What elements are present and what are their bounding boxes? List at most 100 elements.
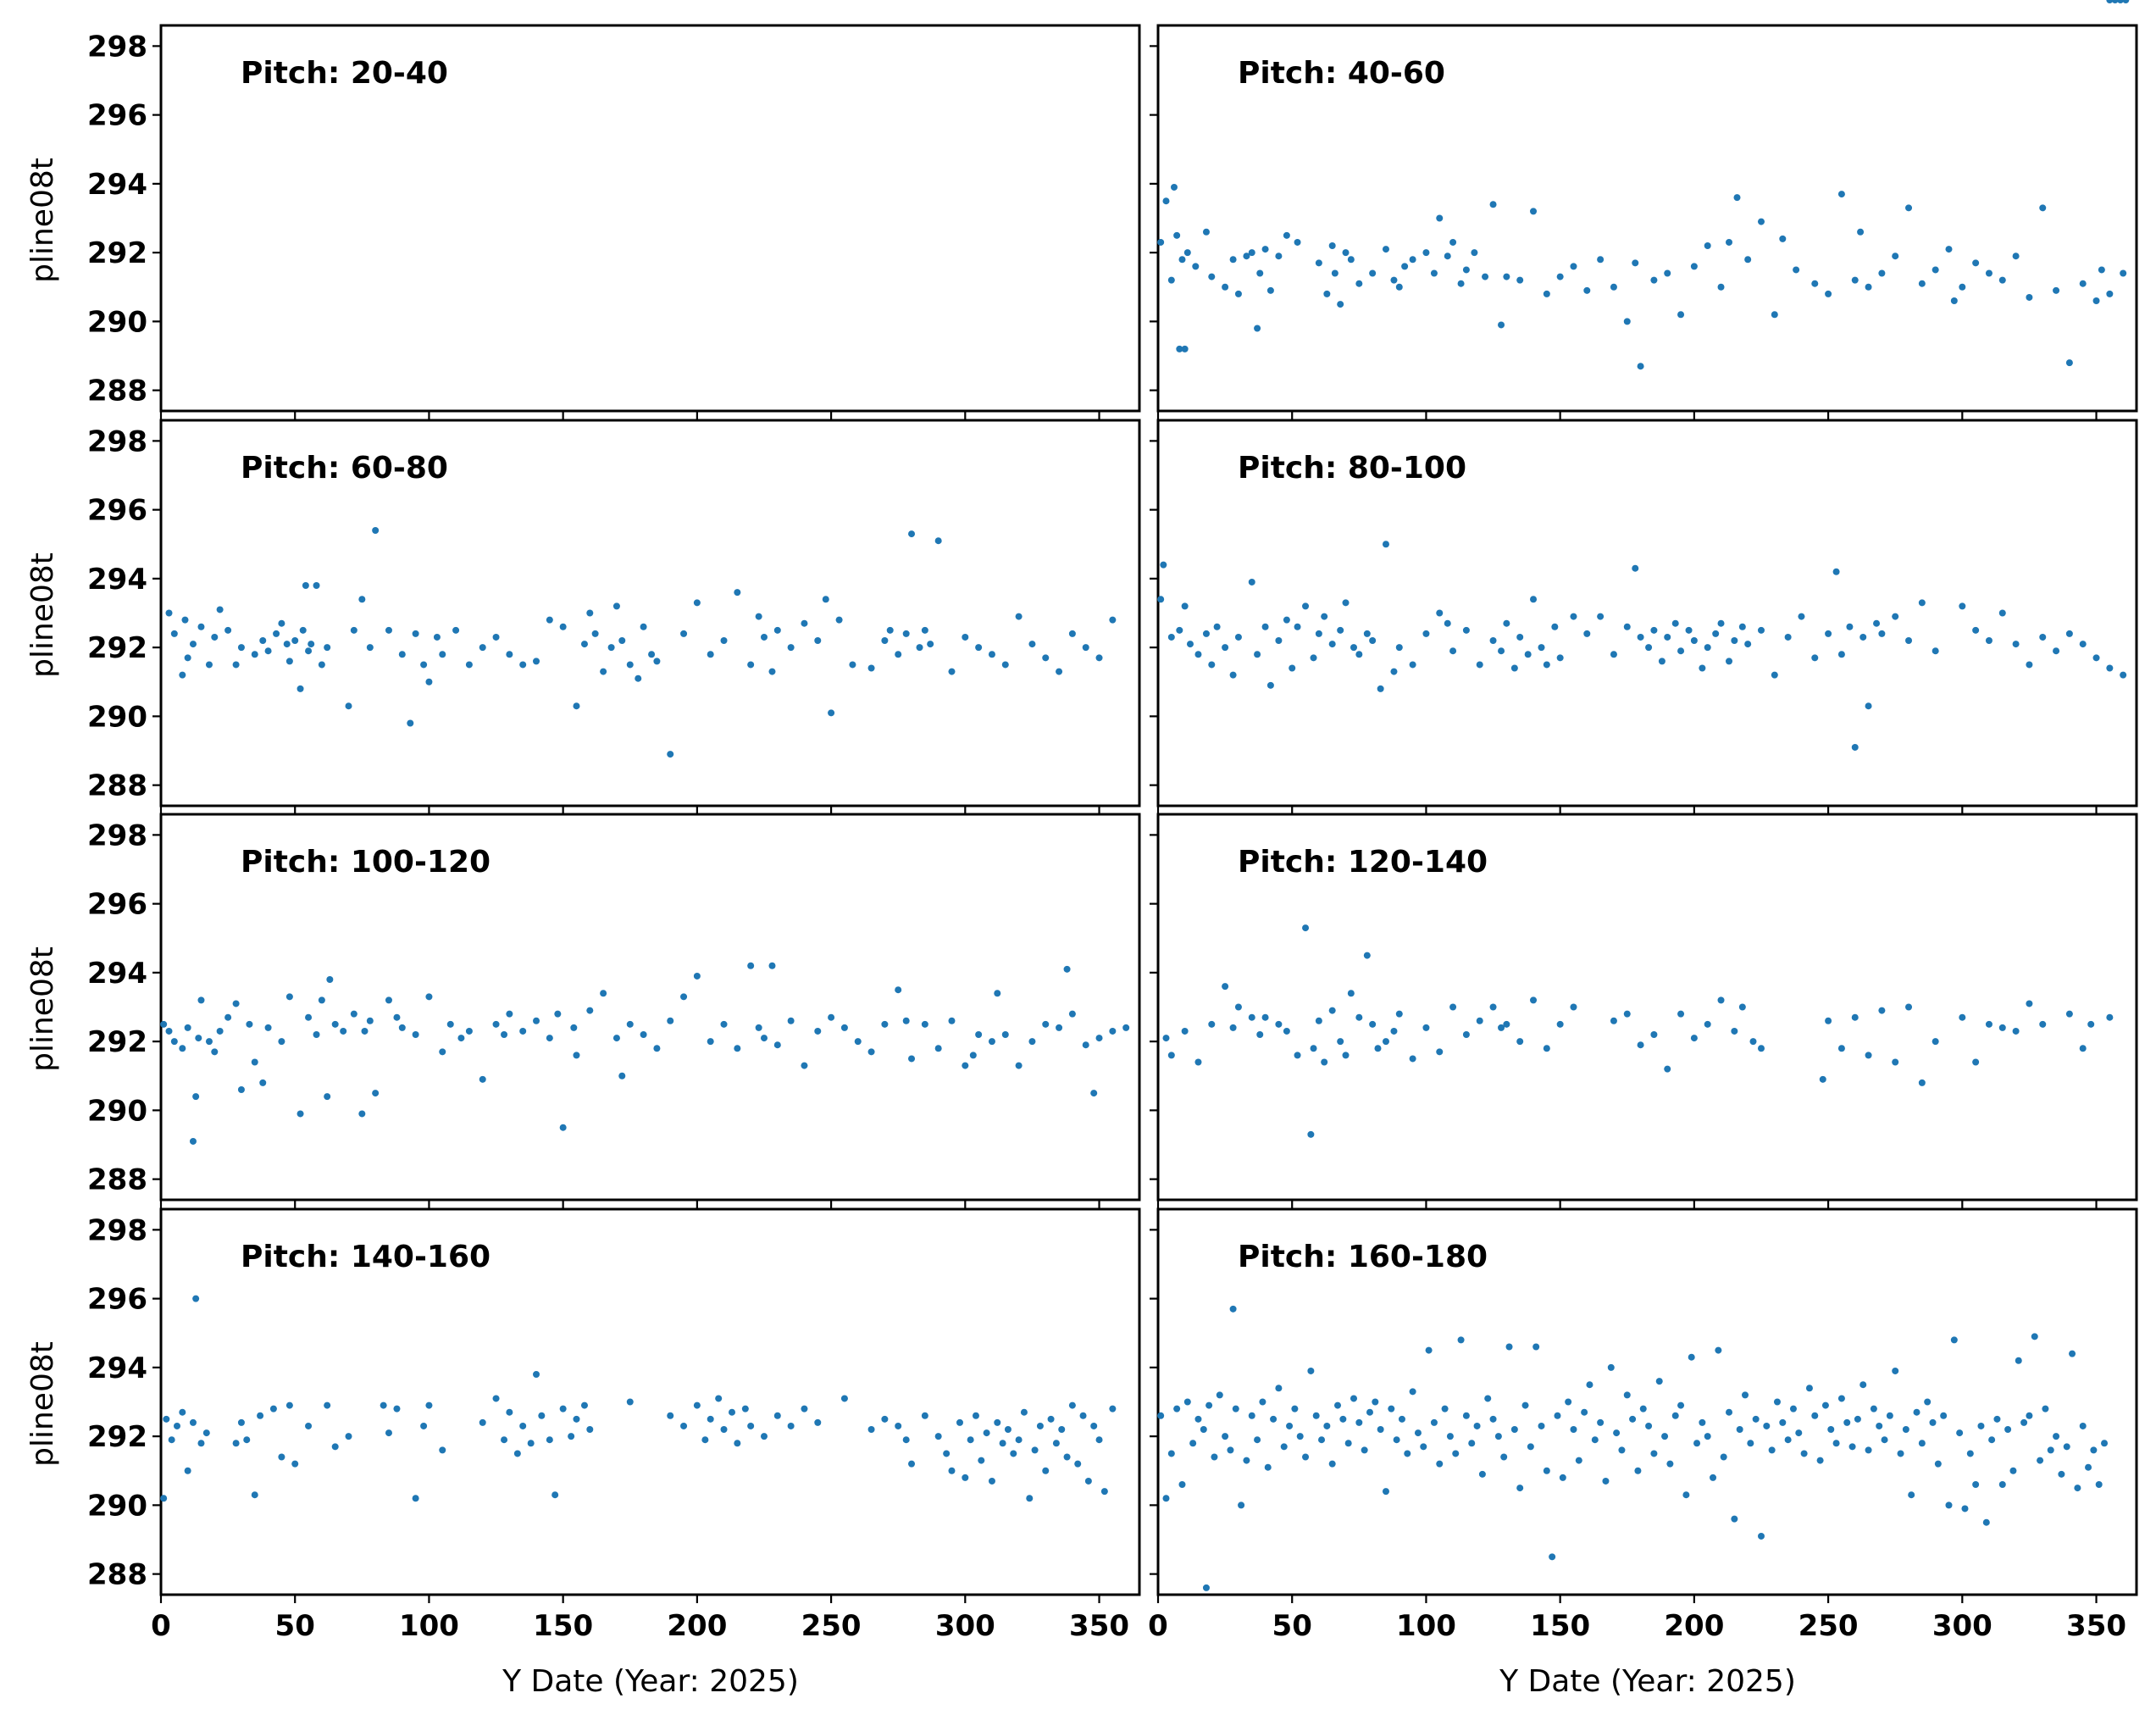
data-point <box>1342 1052 1350 1059</box>
data-point <box>232 661 240 669</box>
data-point <box>2039 204 2047 212</box>
data-point <box>948 1017 956 1024</box>
data-point <box>801 619 808 627</box>
data-point <box>580 1401 588 1409</box>
data-point <box>232 1440 240 1447</box>
data-point <box>1637 633 1644 641</box>
data-point <box>533 1371 540 1378</box>
data-point <box>439 1048 446 1056</box>
data-point <box>1771 311 1778 319</box>
data-point <box>1192 263 1200 270</box>
data-point <box>324 1401 331 1409</box>
panel-frame <box>1156 24 2138 413</box>
data-point <box>1283 1027 1290 1035</box>
data-point <box>1010 1450 1017 1457</box>
data-point <box>600 668 607 675</box>
data-point <box>653 658 661 665</box>
data-point <box>1851 276 1859 284</box>
data-point <box>828 1013 835 1021</box>
data-point <box>1570 1426 1577 1433</box>
data-point <box>1704 1433 1711 1440</box>
data-point <box>741 1405 749 1413</box>
data-point <box>1350 1395 1357 1402</box>
data-point <box>237 644 245 652</box>
x-tick-label: 0 <box>151 1609 171 1643</box>
data-point <box>1312 1412 1320 1419</box>
data-point <box>1189 1440 1197 1447</box>
data-point <box>1058 1426 1066 1433</box>
data-point <box>184 1467 191 1474</box>
data-point <box>1510 1426 1518 1433</box>
data-point <box>1613 1429 1621 1437</box>
data-point <box>2053 647 2060 655</box>
data-point <box>285 1401 293 1409</box>
data-point <box>1945 246 1953 253</box>
data-point <box>1489 1003 1497 1011</box>
data-point <box>1315 630 1322 637</box>
data-point <box>1932 1038 1939 1046</box>
data-point <box>720 1426 728 1433</box>
data-point <box>1176 345 1183 352</box>
data-point <box>546 1035 553 1042</box>
data-point <box>1176 626 1183 634</box>
panel-frame <box>1156 1207 2138 1596</box>
y-tick-label: 298 <box>87 425 147 458</box>
data-point <box>747 1422 755 1429</box>
data-point <box>465 1027 473 1035</box>
data-point <box>1784 633 1792 641</box>
data-point <box>1310 1045 1317 1052</box>
data-point <box>1985 1020 1992 1028</box>
data-point <box>1430 1418 1438 1426</box>
data-point <box>302 582 309 589</box>
data-point <box>2122 0 2130 3</box>
y-tick-label: 288 <box>87 375 147 408</box>
data-point <box>1462 1412 1470 1419</box>
data-point <box>962 1062 969 1069</box>
data-point <box>170 1038 178 1046</box>
data-point <box>2092 654 2100 662</box>
data-point <box>398 651 406 658</box>
data-point <box>170 630 178 637</box>
data-point <box>1422 630 1430 637</box>
data-point <box>1940 1412 1948 1419</box>
data-point <box>1688 1353 1695 1361</box>
data-point <box>305 1013 313 1021</box>
data-point <box>1637 1041 1644 1049</box>
data-point <box>205 661 213 669</box>
data-point <box>1489 637 1497 644</box>
data-point <box>1063 1453 1071 1461</box>
data-point <box>2065 359 2073 367</box>
data-point <box>2085 1463 2092 1471</box>
data-point <box>1095 654 1103 662</box>
data-point <box>640 1031 647 1038</box>
panel-1: Pitch: 20-40 288 290 292 294 296 298 <box>87 24 1141 419</box>
data-point <box>1369 269 1377 277</box>
data-point <box>181 616 189 624</box>
data-point <box>983 1429 990 1437</box>
data-point <box>197 996 205 1004</box>
data-point <box>1395 644 1403 652</box>
data-point <box>1717 619 1725 627</box>
data-point <box>506 651 513 658</box>
data-point <box>881 1020 889 1028</box>
data-point <box>1704 1020 1711 1028</box>
data-point <box>1690 1035 1698 1042</box>
data-point <box>1865 1446 1872 1454</box>
data-point <box>1082 1041 1089 1049</box>
data-point <box>2090 1446 2098 1454</box>
data-point <box>648 651 656 658</box>
data-point <box>760 1035 768 1042</box>
data-point <box>969 1052 977 1059</box>
data-point <box>1988 1436 1996 1444</box>
data-point <box>1738 1003 1746 1011</box>
data-point <box>2012 641 2020 648</box>
data-point <box>205 1038 213 1046</box>
data-point <box>1482 273 1489 280</box>
panel-2: Pitch: 40-60 <box>1150 24 2138 419</box>
data-point <box>1832 1440 1840 1447</box>
data-point <box>1208 1020 1216 1028</box>
data-point <box>1095 1035 1103 1042</box>
data-point <box>975 1031 983 1038</box>
x-tick-label: 50 <box>275 1609 315 1643</box>
panel-4: Pitch: 80-100 <box>1150 419 2138 814</box>
